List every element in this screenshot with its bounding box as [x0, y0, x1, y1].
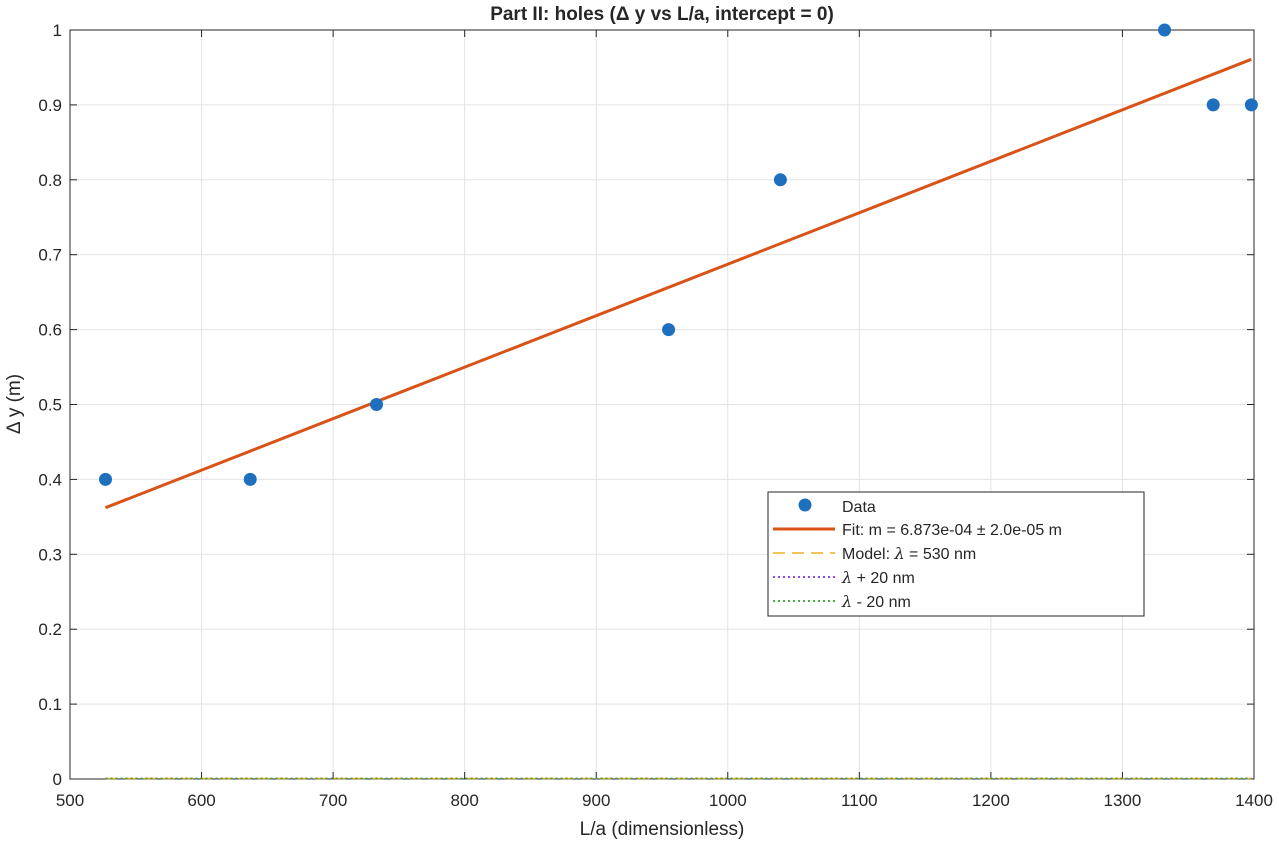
- data-point: [773, 173, 787, 187]
- data-point: [662, 323, 676, 337]
- y-tick-label: 0.5: [38, 396, 62, 415]
- y-tick-label: 0.7: [38, 246, 62, 265]
- legend-model-label: Model: λ = 530 nm: [842, 544, 976, 563]
- x-axis-label: L/a (dimensionless): [580, 819, 745, 840]
- x-tick-label: 1300: [1104, 791, 1142, 810]
- x-tick-label: 800: [450, 791, 478, 810]
- legend-plus-suffix: + 20 nm: [852, 570, 915, 587]
- x-tick-label: 1000: [709, 791, 747, 810]
- legend-plus-lambda: λ: [841, 568, 852, 587]
- y-tick-label: 0.4: [38, 470, 62, 489]
- legend-plus-label: λ + 20 nm: [841, 568, 915, 587]
- legend-model-lambda: λ: [893, 544, 904, 563]
- x-tick-label: 600: [187, 791, 215, 810]
- y-tick-label: 0.8: [38, 171, 62, 190]
- legend-minus-label: λ - 20 nm: [841, 592, 911, 611]
- y-tick-label: 0.3: [38, 545, 62, 564]
- x-tick-label: 1200: [972, 791, 1010, 810]
- chart-title: Part II: holes (Δ y vs L/a, intercept = …: [490, 4, 834, 25]
- legend-box: [767, 491, 1145, 617]
- legend-data-marker: [798, 498, 812, 512]
- x-tick-label: 1400: [1235, 791, 1273, 810]
- x-tick-label: 900: [582, 791, 610, 810]
- x-tick-label: 500: [56, 791, 84, 810]
- x-axis: 500 600 700 800 900 1000 1100 1200 1300 1400: [56, 30, 1273, 810]
- y-tick-label: 0.2: [38, 620, 62, 639]
- y-tick-label: 0.9: [38, 96, 62, 115]
- y-tick-label: 0: [53, 770, 62, 789]
- data-point: [370, 398, 384, 411]
- y-axis: 0 0.1 0.2 0.3 0.4 0.5 0.6 0.7 0.8 0.9 1: [38, 21, 1254, 789]
- x-tick-label: 1100: [841, 791, 878, 810]
- legend-model-prefix: Model:: [842, 546, 894, 563]
- legend-minus-suffix: - 20 nm: [852, 594, 911, 611]
- data-point: [1244, 98, 1258, 112]
- y-tick-label: 0.1: [38, 695, 62, 714]
- legend: Data Fit: m = 6.873e-04 ± 2.0e-05 m Mode…: [767, 491, 1145, 617]
- fit-line: [104, 57, 1252, 510]
- data-point: [243, 472, 257, 486]
- legend-model-suffix: = 530 nm: [905, 546, 977, 563]
- y-tick-label: 1: [53, 21, 62, 40]
- series-layer: [99, 23, 1258, 780]
- x-tick-label: 700: [319, 791, 347, 810]
- legend-data-label: Data: [842, 499, 876, 516]
- grid: [70, 30, 1254, 779]
- data-point: [1206, 98, 1220, 112]
- legend-minus-lambda: λ: [841, 592, 852, 611]
- y-tick-label: 0.6: [38, 321, 62, 340]
- y-axis-label: Δ y (m): [4, 374, 25, 434]
- legend-fit-label: Fit: m = 6.873e-04 ± 2.0e-05 m: [842, 522, 1062, 539]
- data-point: [1158, 23, 1172, 37]
- data-point: [99, 472, 113, 486]
